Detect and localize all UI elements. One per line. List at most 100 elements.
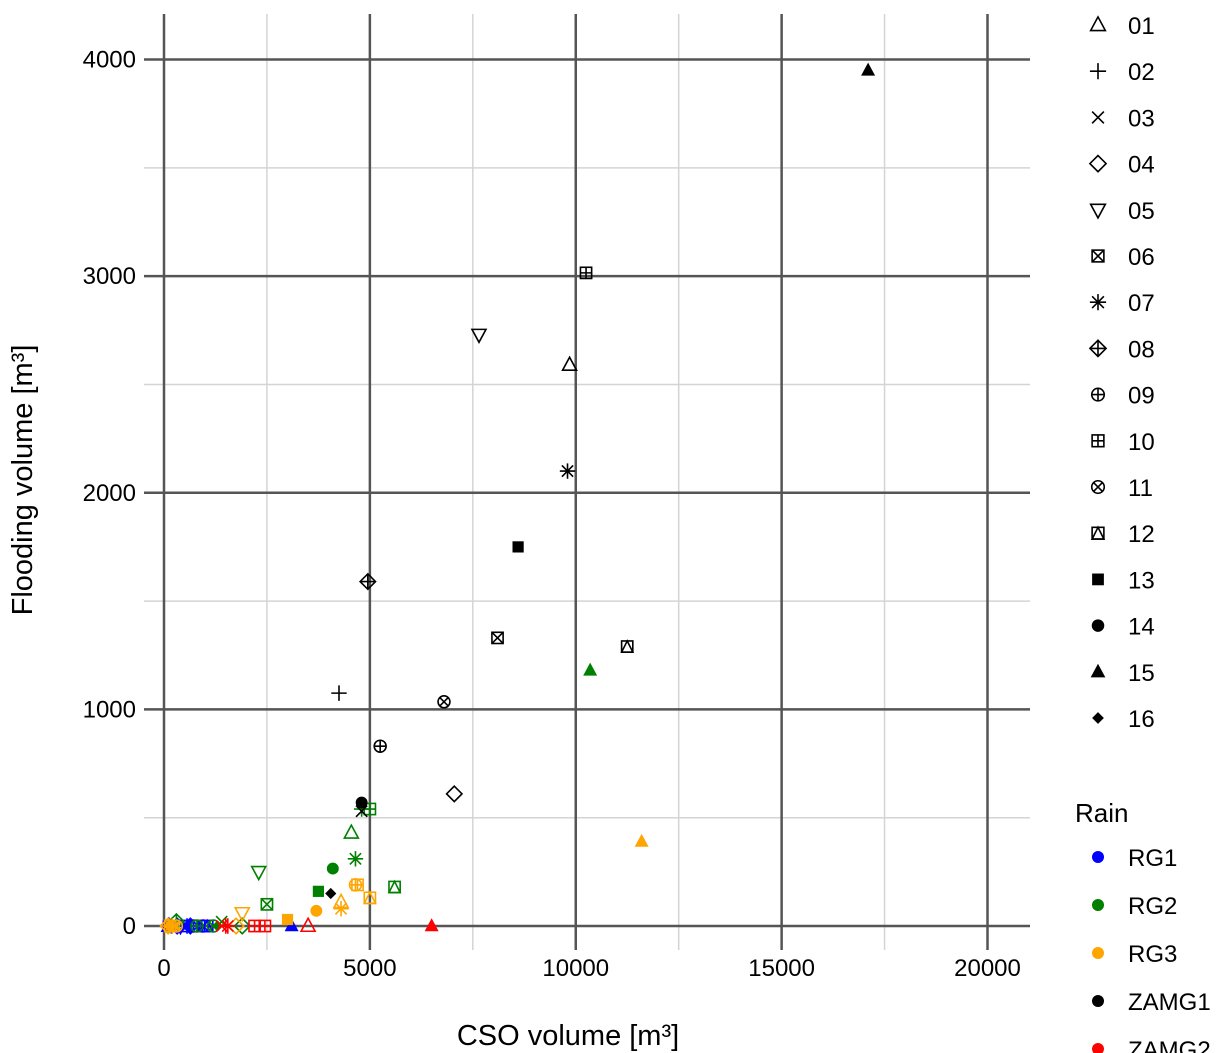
legend-label: 07 bbox=[1128, 290, 1155, 317]
legend-key-shape bbox=[1089, 15, 1107, 32]
data-point bbox=[343, 823, 360, 839]
data-point bbox=[260, 897, 274, 911]
legend-key-color bbox=[1092, 899, 1104, 911]
data-point bbox=[163, 920, 175, 932]
data-point bbox=[281, 913, 294, 926]
legend-key-shape bbox=[1091, 110, 1105, 124]
legend-label: 10 bbox=[1128, 429, 1155, 456]
legend-key-shape bbox=[1090, 479, 1106, 495]
legend-label: 06 bbox=[1128, 244, 1155, 271]
color-legend-title: Rain bbox=[1075, 798, 1128, 828]
data-point bbox=[233, 906, 251, 923]
data-point bbox=[355, 796, 368, 809]
data-point bbox=[559, 463, 576, 479]
legend-key-shape bbox=[1091, 434, 1105, 448]
x-tick-label: 0 bbox=[157, 955, 170, 982]
legend-label: RG3 bbox=[1128, 941, 1177, 968]
data-point bbox=[312, 885, 325, 897]
legend-label: 15 bbox=[1128, 660, 1155, 687]
legend-label: 04 bbox=[1128, 152, 1155, 179]
data-point bbox=[211, 920, 224, 932]
legend-key-shape bbox=[1088, 339, 1108, 358]
legend-key-shape bbox=[1091, 619, 1105, 632]
legend-key-shape bbox=[1089, 203, 1107, 220]
legend-key-color bbox=[1092, 947, 1104, 959]
legend-label: 12 bbox=[1128, 521, 1155, 548]
data-point bbox=[437, 695, 451, 709]
legend-label: 13 bbox=[1128, 567, 1155, 594]
legend-key-shape bbox=[1089, 63, 1107, 80]
minor-grid bbox=[144, 14, 1030, 950]
y-tick-label: 1000 bbox=[83, 696, 136, 723]
data-point bbox=[512, 541, 524, 553]
x-tick-label: 5000 bbox=[343, 955, 396, 982]
data-point bbox=[248, 919, 261, 933]
legend-key-shape bbox=[1090, 525, 1106, 540]
legend-label: 09 bbox=[1128, 383, 1155, 410]
legend-label: 05 bbox=[1128, 198, 1155, 225]
data-point bbox=[250, 865, 268, 882]
y-tick-label: 4000 bbox=[83, 47, 136, 74]
legend-label: 03 bbox=[1128, 105, 1155, 132]
legend-label: 02 bbox=[1128, 59, 1155, 86]
legend-key-shape bbox=[1088, 154, 1108, 173]
data-point bbox=[310, 904, 323, 917]
data-point bbox=[579, 266, 593, 280]
data-point bbox=[190, 919, 204, 933]
legend-label: ZAMG1 bbox=[1128, 989, 1211, 1016]
legend-label: 08 bbox=[1128, 336, 1155, 363]
data-point bbox=[220, 918, 236, 934]
data-point bbox=[373, 739, 387, 753]
data-point bbox=[233, 917, 252, 935]
data-point bbox=[470, 328, 488, 344]
data-point bbox=[620, 639, 635, 653]
legend-key-shape bbox=[1090, 387, 1106, 402]
legend-key-shape bbox=[1092, 573, 1104, 586]
x-tick-label: 15000 bbox=[748, 955, 815, 982]
legend-label: RG2 bbox=[1128, 893, 1177, 920]
y-tick-label: 3000 bbox=[83, 263, 136, 290]
x-tick-label: 10000 bbox=[542, 955, 609, 982]
data-point bbox=[362, 890, 377, 905]
data-point bbox=[355, 805, 368, 818]
data-point bbox=[358, 572, 377, 591]
legend-label: 11 bbox=[1128, 475, 1153, 502]
x-tick-label: 20000 bbox=[954, 955, 1021, 982]
tick-labels: 0 5000 10000 15000 20000 0 1000 2000 3000 4000 bbox=[83, 47, 1021, 983]
data-point bbox=[326, 862, 339, 875]
data-point bbox=[861, 62, 876, 76]
shape-legend: 01 02 03 04 05 06 07 08 09 10 11 12 13 14 15 16 bbox=[1088, 13, 1155, 733]
data-point bbox=[331, 685, 347, 701]
legend-key-shape bbox=[1089, 294, 1107, 311]
legend-key-shape bbox=[1092, 712, 1104, 724]
major-grid bbox=[144, 14, 1030, 950]
legend-key-color bbox=[1092, 851, 1104, 863]
legend-label: ZAMG2 bbox=[1128, 1037, 1211, 1053]
data-points bbox=[159, 62, 876, 936]
data-point bbox=[333, 900, 349, 917]
data-point bbox=[387, 879, 402, 894]
legend-key-color bbox=[1092, 995, 1104, 1007]
legend-label: 14 bbox=[1128, 614, 1155, 641]
legend-label: 16 bbox=[1128, 706, 1155, 733]
data-point bbox=[347, 851, 364, 867]
data-point bbox=[561, 355, 578, 371]
data-point bbox=[325, 887, 337, 900]
y-axis-label: Flooding volume [m³] bbox=[7, 345, 39, 616]
data-point bbox=[634, 833, 649, 847]
data-point bbox=[351, 878, 364, 892]
data-point bbox=[299, 916, 317, 933]
y-tick-label: 0 bbox=[123, 913, 136, 940]
data-point bbox=[583, 662, 598, 676]
data-point bbox=[445, 785, 464, 803]
y-tick-label: 2000 bbox=[83, 480, 136, 507]
legend-key-shape bbox=[1090, 663, 1106, 678]
x-axis-label: CSO volume [m³] bbox=[457, 1020, 679, 1052]
legend-label: RG1 bbox=[1128, 845, 1177, 872]
legend-key-shape bbox=[1091, 249, 1105, 263]
legend-label: 01 bbox=[1128, 13, 1155, 40]
data-point bbox=[424, 918, 439, 932]
color-legend: RG1 RG2 RG3 ZAMG1 ZAMG2 bbox=[1092, 845, 1211, 1053]
legend-key-color bbox=[1092, 1043, 1104, 1053]
